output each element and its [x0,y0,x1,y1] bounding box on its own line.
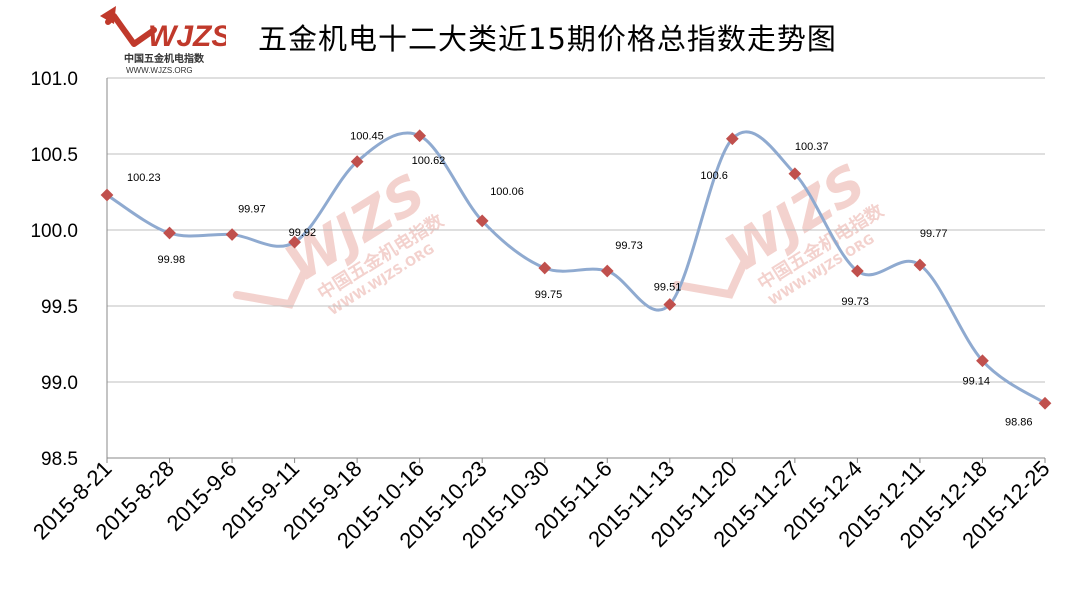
data-label: 99.77 [920,228,948,240]
y-tick-label: 99.5 [41,297,78,318]
data-point [1038,396,1052,410]
logo-arrowhead-icon [100,6,116,24]
data-point [163,226,176,240]
data-label: 99.97 [238,204,266,216]
series-line [106,130,1046,405]
y-ticks-layer: 98.5 99.0 99.5 100.0 100.5 101.0 [30,69,78,470]
data-label: 100.37 [795,141,829,153]
logo-name-cn: 中国五金机电指数 [124,52,205,65]
data-label: 99.75 [535,289,563,301]
data-point [413,129,427,143]
data-point [600,264,614,278]
data-point [538,261,552,275]
data-label: 98.86 [1005,416,1033,428]
y-tick-label: 98.5 [41,449,78,470]
axes-layer [106,78,1046,463]
data-point [475,214,489,228]
data-label: 99.51 [654,281,682,293]
data-point [288,235,301,249]
data-label: 100.6 [700,170,728,182]
data-label: 100.45 [350,131,384,143]
y-tick-label: 100.5 [30,145,78,166]
wjzs-logo: WJZS 中国五金机电指数 WWW.WJZS.ORG [100,6,226,75]
y-tick-label: 100.0 [30,221,78,242]
data-label: 99.73 [841,296,869,308]
chart-title: 五金机电十二大类近15期价格总指数走势图 [258,22,837,56]
y-tick-label: 99.0 [41,373,78,394]
x-ticks-layer: 2015-8-212015-8-282015-9-62015-9-112015-… [28,456,1055,553]
logo-mark: WJZS [148,20,226,53]
data-label: 99.73 [615,240,643,252]
data-point [100,188,114,202]
data-point [350,155,364,168]
y-tick-label: 101.0 [30,69,78,90]
data-label: 100.06 [490,186,524,198]
data-label: 99.98 [158,254,186,266]
grid-layer [107,77,1045,459]
data-point [225,228,239,241]
logo-url: WWW.WJZS.ORG [126,66,193,75]
data-label: 99.92 [289,227,317,239]
watermark-arrow-icon [672,257,749,299]
data-label: 99.14 [962,376,990,388]
data-labels-layer: 100.23 99.98 99.97 99.92 100.45 100.62 100.06 9… [127,131,1033,429]
data-label: 100.23 [127,172,161,184]
watermark-arrow-icon [232,267,309,309]
data-label: 100.62 [412,155,446,167]
